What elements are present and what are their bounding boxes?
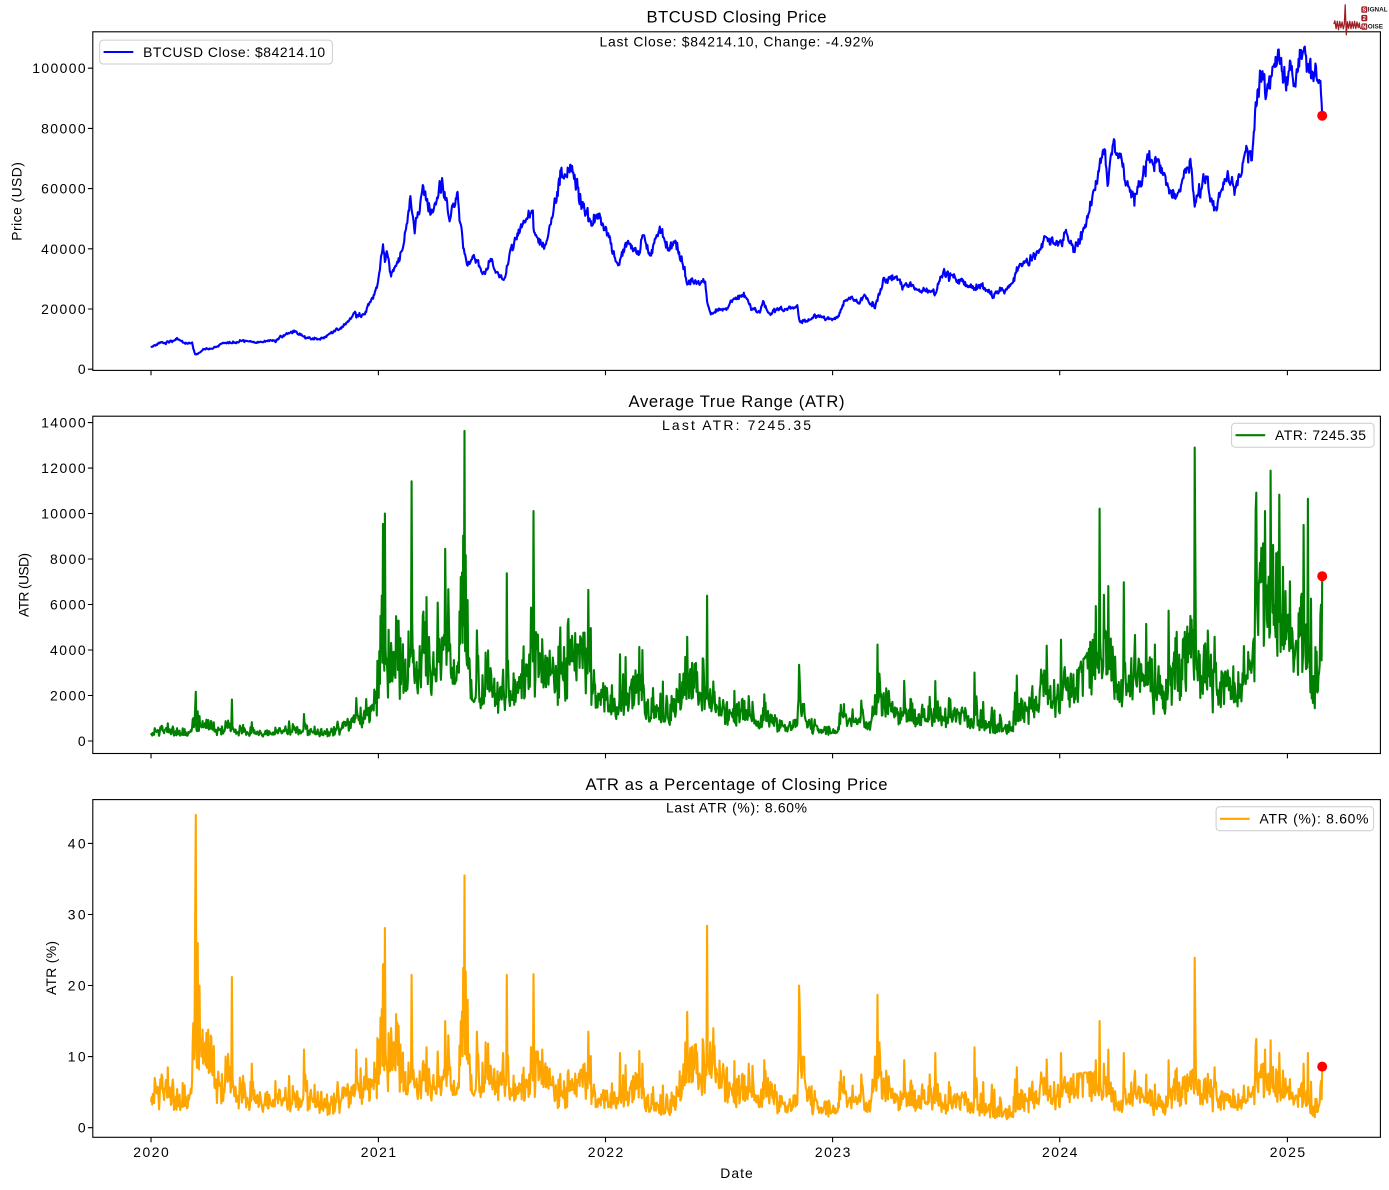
svg-text:ATR (USD): ATR (USD) — [16, 553, 32, 617]
svg-text:Last ATR: 7245.35: Last ATR: 7245.35 — [662, 417, 811, 433]
svg-text:2000: 2000 — [50, 688, 86, 704]
svg-text:ATR as a Percentage of Closing: ATR as a Percentage of Closing Price — [586, 775, 888, 794]
svg-text:10000: 10000 — [41, 506, 86, 522]
svg-text:BTCUSD Closing Price: BTCUSD Closing Price — [647, 8, 827, 27]
svg-text:2022: 2022 — [588, 1144, 624, 1160]
svg-text:OISE: OISE — [1368, 24, 1384, 31]
svg-text:0: 0 — [78, 733, 86, 749]
svg-text:BTCUSD Close: $84214.10: BTCUSD Close: $84214.10 — [143, 44, 325, 60]
svg-text:100000: 100000 — [32, 60, 86, 76]
svg-text:14000: 14000 — [41, 415, 86, 431]
svg-text:2025: 2025 — [1270, 1144, 1306, 1160]
svg-text:0: 0 — [78, 1120, 86, 1136]
svg-text:N: N — [1362, 25, 1366, 31]
svg-text:Last ATR (%): 8.60%: Last ATR (%): 8.60% — [666, 800, 807, 816]
svg-text:0: 0 — [78, 361, 86, 377]
svg-text:4000: 4000 — [50, 642, 86, 658]
svg-text:ATR: 7245.35: ATR: 7245.35 — [1275, 427, 1366, 443]
svg-text:Last Close: $84214.10, Change:: Last Close: $84214.10, Change: -4.92% — [600, 34, 874, 50]
svg-text:2023: 2023 — [815, 1144, 851, 1160]
svg-text:Date: Date — [720, 1165, 753, 1181]
svg-text:40000: 40000 — [41, 241, 86, 257]
svg-text:ATR (%): 8.60%: ATR (%): 8.60% — [1260, 810, 1369, 826]
svg-text:60000: 60000 — [41, 181, 86, 197]
svg-text:ATR (%): ATR (%) — [43, 941, 59, 995]
svg-text:2020: 2020 — [133, 1144, 169, 1160]
svg-text:2: 2 — [1363, 16, 1366, 22]
svg-text:2024: 2024 — [1042, 1144, 1078, 1160]
svg-text:IGNAL: IGNAL — [1368, 7, 1388, 14]
svg-text:Price (USD): Price (USD) — [8, 162, 24, 241]
svg-text:6000: 6000 — [50, 597, 86, 613]
svg-text:20000: 20000 — [41, 301, 86, 317]
svg-text:12000: 12000 — [41, 460, 86, 476]
svg-text:S: S — [1362, 8, 1366, 14]
svg-text:8000: 8000 — [50, 551, 86, 567]
svg-text:Average True Range (ATR): Average True Range (ATR) — [629, 392, 845, 411]
svg-text:80000: 80000 — [41, 120, 86, 136]
svg-text:2021: 2021 — [361, 1144, 397, 1160]
